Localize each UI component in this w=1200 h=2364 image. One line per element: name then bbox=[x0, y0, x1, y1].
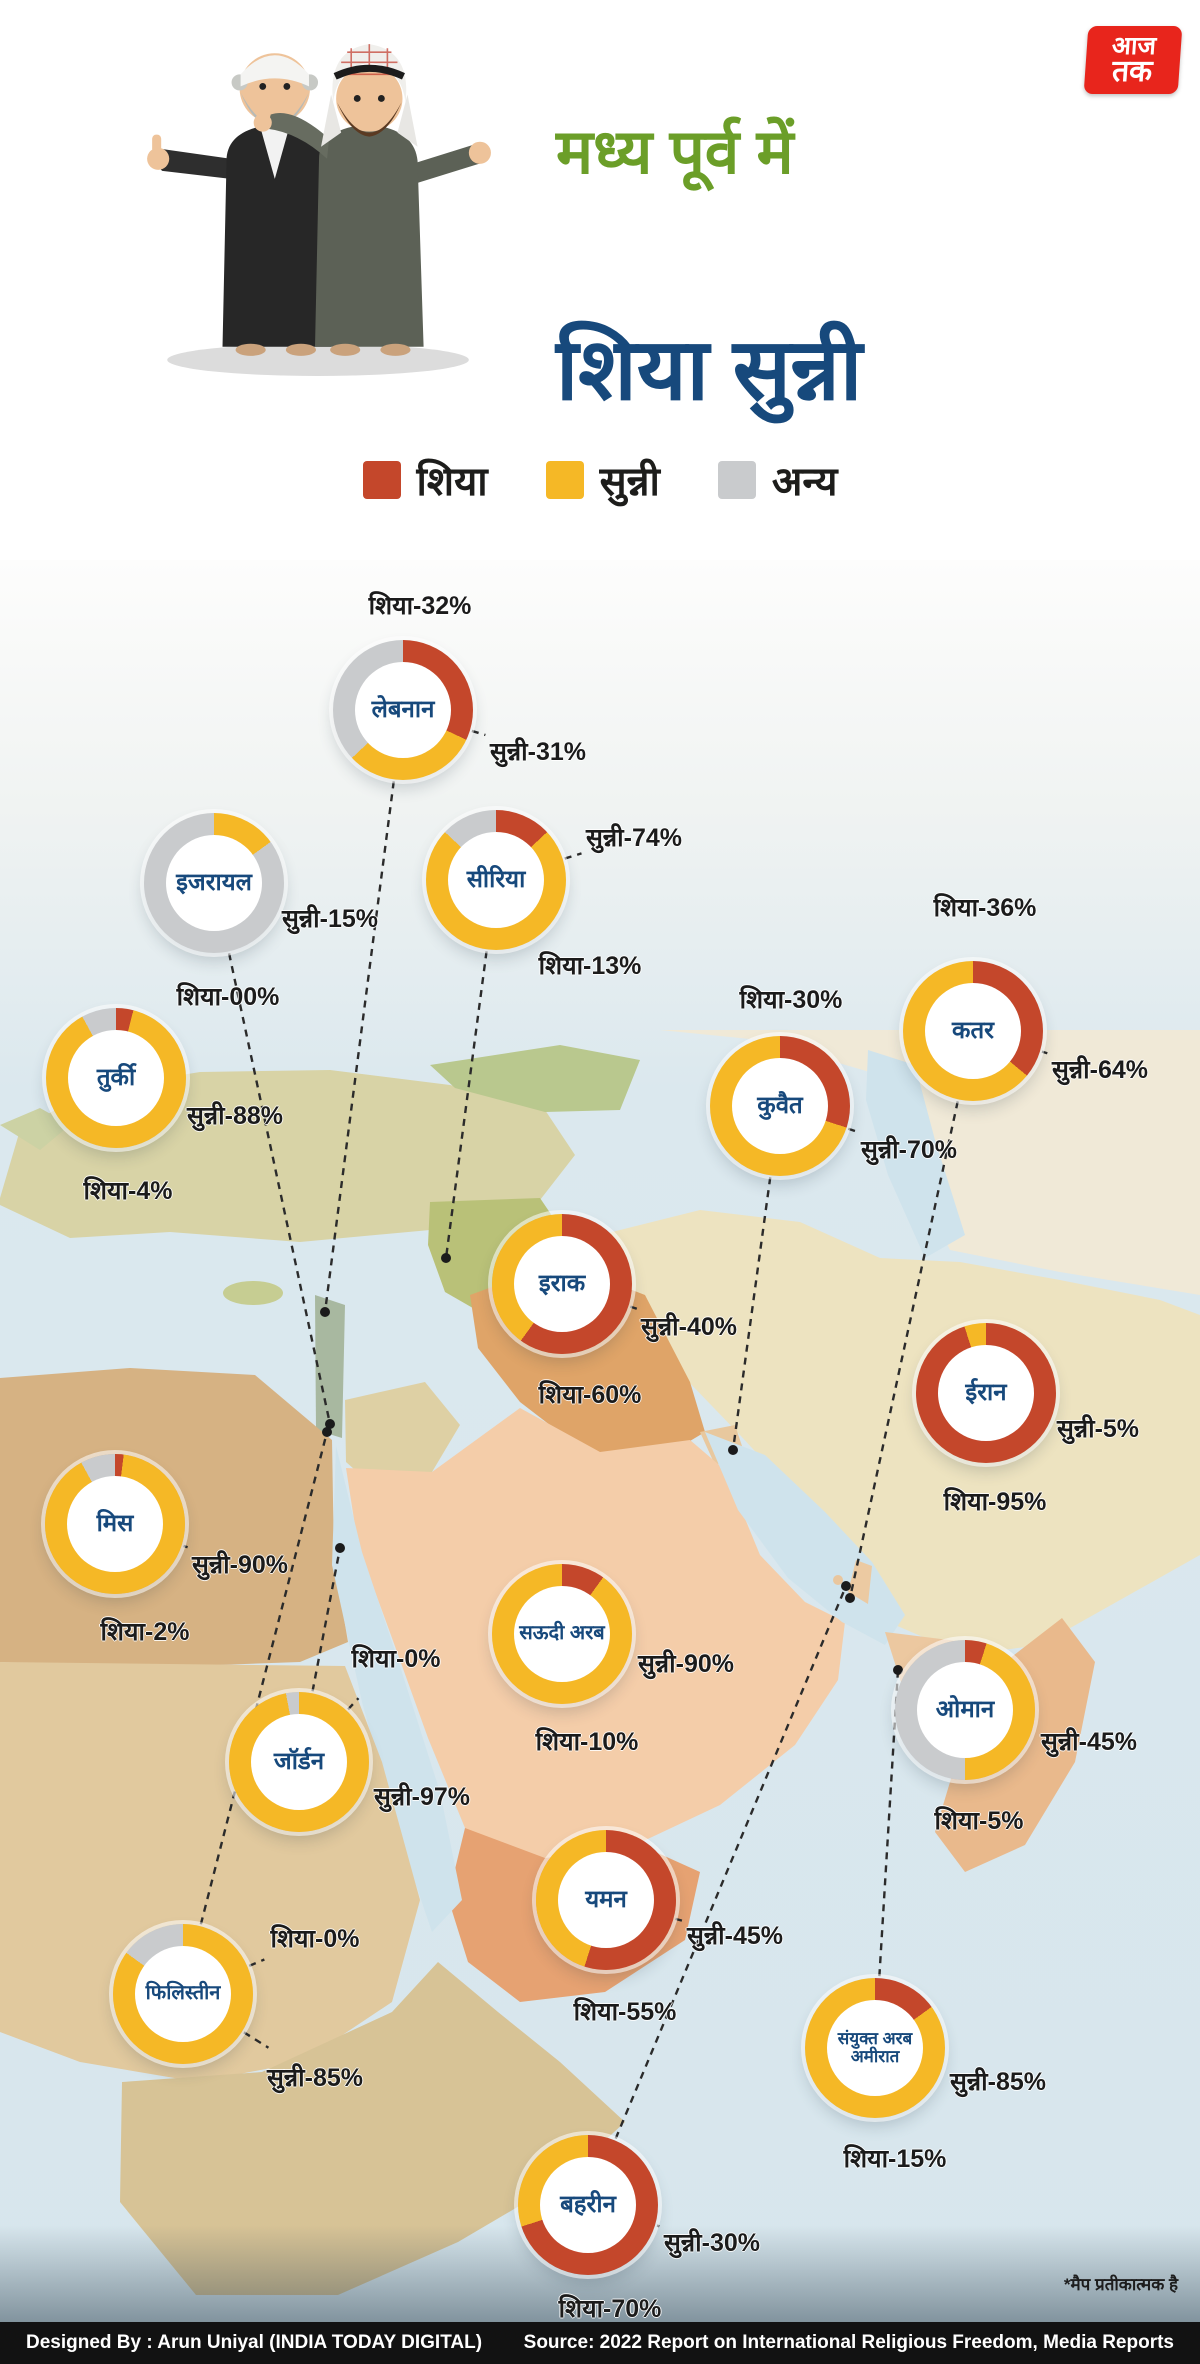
legend-label-other: अन्य bbox=[771, 460, 838, 504]
legend-item-shia: शिया bbox=[362, 452, 488, 507]
country-name-yemen: यमन bbox=[558, 1852, 654, 1948]
other-color-swatch bbox=[717, 460, 756, 499]
donut-palestine: फिलिस्तीन bbox=[113, 1924, 253, 2064]
donut-lebanon: लेबनान bbox=[333, 640, 473, 780]
country-name-palestine: फिलिस्तीन bbox=[135, 1946, 231, 2042]
label-syria-sunni: सुन्नी-74% bbox=[586, 824, 682, 852]
country-name-jordan: जॉर्डन bbox=[251, 1714, 347, 1810]
label-lebanon-sunni: सुन्नी-31% bbox=[490, 738, 586, 766]
country-name-kuwait: कुवैत bbox=[732, 1058, 828, 1154]
label-egypt-shia: शिया-2% bbox=[100, 1618, 190, 1646]
label-israel-sunni: सुन्नी-15% bbox=[282, 905, 378, 933]
label-jordan-shia: शिया-0% bbox=[351, 1645, 441, 1673]
country-name-turkey: तुर्की bbox=[68, 1030, 164, 1126]
country-name-oman: ओमान bbox=[917, 1662, 1013, 1758]
donut-egypt: मिस bbox=[45, 1454, 185, 1594]
label-uae-sunni: सुन्नी-85% bbox=[950, 2068, 1046, 2096]
label-kuwait-shia: शिया-30% bbox=[739, 986, 843, 1014]
country-name-egypt: मिस bbox=[67, 1476, 163, 1572]
sunni-color-swatch bbox=[545, 460, 584, 499]
label-israel-shia: शिया-00% bbox=[176, 983, 280, 1011]
label-turkey-sunni: सुन्नी-88% bbox=[187, 1102, 283, 1130]
legend-label-sunni: सुन्नी bbox=[599, 460, 660, 504]
footer-bar: Designed By : Arun Uniyal (INDIA TODAY D… bbox=[0, 2322, 1200, 2364]
donut-iran: ईरान bbox=[916, 1323, 1056, 1463]
label-saudi-arabia-sunni: सुन्नी-90% bbox=[638, 1650, 734, 1678]
label-iraq-sunni: सुन्नी-40% bbox=[641, 1313, 737, 1341]
donut-iraq: इराक bbox=[492, 1214, 632, 1354]
label-bahrain-sunni: सुन्नी-30% bbox=[664, 2229, 760, 2257]
donut-israel: इजरायल bbox=[144, 813, 284, 953]
figures-illustration bbox=[147, 44, 491, 376]
right-man bbox=[253, 44, 491, 356]
label-yemen-shia: शिया-55% bbox=[573, 1998, 677, 2026]
label-bahrain-shia: शिया-70% bbox=[558, 2295, 662, 2323]
legend-item-sunni: सुन्नी bbox=[545, 452, 660, 507]
label-qatar-sunni: सुन्नी-64% bbox=[1052, 1056, 1148, 1084]
label-yemen-sunni: सुन्नी-45% bbox=[687, 1922, 783, 1950]
country-name-qatar: कतर bbox=[925, 983, 1021, 1079]
donut-oman: ओमान bbox=[895, 1640, 1035, 1780]
donut-saudi-arabia: सऊदी अरब bbox=[492, 1564, 632, 1704]
footer-source: Source: 2022 Report on International Rel… bbox=[523, 2332, 1174, 2353]
footer-credit: Designed By : Arun Uniyal (INDIA TODAY D… bbox=[26, 2332, 483, 2353]
donut-kuwait: कुवैत bbox=[710, 1036, 850, 1176]
label-iran-shia: शिया-95% bbox=[943, 1488, 1047, 1516]
label-palestine-shia: शिया-0% bbox=[270, 1925, 360, 1953]
label-syria-shia: शिया-13% bbox=[538, 952, 642, 980]
donut-qatar: कतर bbox=[903, 961, 1043, 1101]
donut-yemen: यमन bbox=[536, 1830, 676, 1970]
country-name-iran: ईरान bbox=[938, 1345, 1034, 1441]
label-qatar-shia: शिया-36% bbox=[933, 894, 1037, 922]
aaj-tak-logo: आज तक bbox=[1083, 26, 1183, 94]
country-name-israel: इजरायल bbox=[166, 835, 262, 931]
label-lebanon-shia: शिया-32% bbox=[368, 592, 472, 620]
label-kuwait-sunni: सुन्नी-70% bbox=[861, 1136, 957, 1164]
country-name-lebanon: लेबनान bbox=[355, 662, 451, 758]
country-name-saudi-arabia: सऊदी अरब bbox=[514, 1586, 610, 1682]
label-saudi-arabia-shia: शिया-10% bbox=[535, 1728, 639, 1756]
label-iran-sunni: सुन्नी-5% bbox=[1056, 1415, 1140, 1443]
map-disclaimer-note: *मैप प्रतीकात्मक है bbox=[1063, 2275, 1178, 2294]
label-oman-sunni: सुन्नी-45% bbox=[1041, 1728, 1137, 1756]
donut-uae: संयुक्त अरब अमीरात bbox=[805, 1978, 945, 2118]
legend-label-shia: शिया bbox=[416, 460, 488, 504]
country-name-bahrain: बहरीन bbox=[540, 2157, 636, 2253]
label-oman-shia: शिया-5% bbox=[934, 1807, 1024, 1835]
title-line2: शिया सुन्नी bbox=[556, 322, 863, 418]
donut-jordan: जॉर्डन bbox=[229, 1692, 369, 1832]
figures-shadow bbox=[167, 343, 469, 376]
country-name-iraq: इराक bbox=[514, 1236, 610, 1332]
donut-turkey: तुर्की bbox=[46, 1008, 186, 1148]
donut-syria: सीरिया bbox=[426, 810, 566, 950]
title-line1: मध्य पूर्व में bbox=[556, 118, 794, 187]
label-jordan-sunni: सुन्नी-97% bbox=[374, 1783, 470, 1811]
legend-item-other: अन्य bbox=[717, 452, 838, 507]
label-palestine-sunni: सुन्नी-85% bbox=[267, 2064, 363, 2092]
shia-color-swatch bbox=[362, 460, 401, 499]
country-name-uae: संयुक्त अरब अमीरात bbox=[827, 2000, 923, 2096]
label-uae-shia: शिया-15% bbox=[843, 2145, 947, 2173]
country-name-syria: सीरिया bbox=[448, 832, 544, 928]
label-turkey-shia: शिया-4% bbox=[83, 1177, 173, 1205]
label-egypt-sunni: सुन्नी-90% bbox=[192, 1551, 288, 1579]
left-man bbox=[147, 53, 332, 356]
donut-bahrain: बहरीन bbox=[518, 2135, 658, 2275]
legend: शिया सुन्नी अन्य bbox=[0, 452, 1200, 507]
logo-line2: तक bbox=[1110, 54, 1154, 88]
label-iraq-shia: शिया-60% bbox=[538, 1381, 642, 1409]
